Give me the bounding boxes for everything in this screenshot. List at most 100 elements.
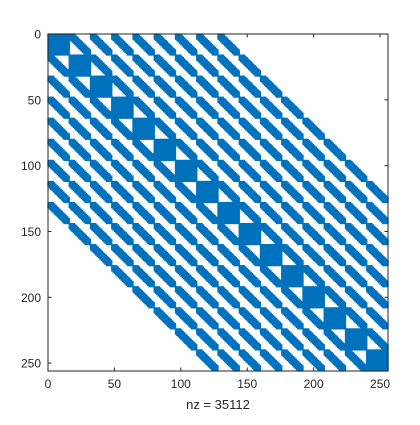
nonzero-run xyxy=(174,182,183,185)
nonzero-run xyxy=(281,269,313,272)
nonzero-run xyxy=(336,303,347,306)
nonzero-run xyxy=(52,190,64,193)
nonzero-run xyxy=(153,203,162,206)
nonzero-run xyxy=(184,46,195,50)
nonzero-run xyxy=(318,221,325,225)
nonzero-run xyxy=(58,153,69,156)
nonzero-run xyxy=(305,313,316,317)
nonzero-run xyxy=(201,105,212,109)
nonzero-run xyxy=(63,158,70,161)
nonzero-run xyxy=(196,54,203,57)
nonzero-run xyxy=(58,111,69,114)
nonzero-run xyxy=(368,250,380,254)
nonzero-run xyxy=(181,212,193,215)
nonzero-run xyxy=(123,70,134,73)
nonzero-run xyxy=(72,188,84,192)
nonzero-run xyxy=(262,124,274,127)
nonzero-run xyxy=(366,288,376,292)
nonzero-run xyxy=(73,211,85,214)
nonzero-run xyxy=(79,47,90,51)
nonzero-run xyxy=(245,254,256,258)
nonzero-run xyxy=(344,287,353,290)
nonzero-run xyxy=(196,204,206,208)
nonzero-run xyxy=(376,216,388,219)
nonzero-run xyxy=(212,242,219,246)
nonzero-run xyxy=(358,303,368,306)
nonzero-run xyxy=(84,242,92,246)
nonzero-run xyxy=(81,92,113,96)
nonzero-run xyxy=(92,145,104,148)
nonzero-run xyxy=(197,165,208,168)
nonzero-run xyxy=(238,184,250,188)
nonzero-run xyxy=(242,146,254,150)
nonzero-run xyxy=(242,104,254,108)
nonzero-run xyxy=(356,175,368,179)
nonzero-run xyxy=(205,278,216,281)
nonzero-run xyxy=(338,220,347,223)
nonzero-run xyxy=(250,280,262,284)
nonzero-run xyxy=(174,78,185,81)
nonzero-run xyxy=(259,350,268,354)
nonzero-run xyxy=(318,284,325,288)
nonzero-run xyxy=(92,250,104,254)
nonzero-run xyxy=(197,122,208,126)
nonzero-run xyxy=(303,143,315,147)
nonzero-run xyxy=(75,128,86,131)
nonzero-run xyxy=(229,175,240,179)
nonzero-run xyxy=(185,132,197,135)
x-tick-label: 200 xyxy=(304,377,324,391)
nonzero-run xyxy=(89,37,101,40)
nonzero-run xyxy=(160,170,171,173)
nonzero-run xyxy=(282,186,293,189)
nonzero-run xyxy=(188,261,198,264)
nonzero-run xyxy=(68,75,76,79)
nonzero-run xyxy=(174,225,185,229)
nonzero-run xyxy=(196,226,207,230)
nonzero-run xyxy=(359,199,368,202)
nonzero-run xyxy=(197,80,208,84)
nonzero-run xyxy=(294,345,304,348)
nonzero-run xyxy=(206,258,218,262)
nonzero-run xyxy=(294,324,304,327)
nonzero-run xyxy=(210,304,219,308)
nonzero-run xyxy=(222,316,234,319)
nonzero-run xyxy=(282,249,293,252)
nonzero-run xyxy=(302,297,325,301)
nonzero-run xyxy=(197,228,208,231)
nonzero-run xyxy=(287,338,299,342)
nonzero-run xyxy=(229,91,240,94)
nonzero-run xyxy=(209,92,219,96)
nonzero-run xyxy=(120,278,131,281)
nonzero-run xyxy=(196,225,206,229)
nonzero-run xyxy=(344,163,356,167)
nonzero-run xyxy=(303,207,315,210)
nonzero-run xyxy=(208,91,219,94)
nonzero-run xyxy=(101,175,113,179)
nonzero-run xyxy=(154,228,166,231)
nonzero-run xyxy=(239,122,251,126)
nonzero-run xyxy=(174,120,185,123)
nonzero-run xyxy=(177,271,189,275)
nonzero-run xyxy=(355,321,367,325)
nonzero-run xyxy=(228,68,239,72)
nonzero-run xyxy=(145,261,155,264)
nonzero-run xyxy=(210,136,219,139)
nonzero-run xyxy=(68,99,78,102)
nonzero-run xyxy=(311,341,323,344)
nonzero-run xyxy=(158,105,170,109)
nonzero-run xyxy=(217,215,240,218)
nonzero-run xyxy=(243,358,255,362)
nonzero-run xyxy=(161,192,173,196)
nonzero-run xyxy=(290,109,301,113)
nonzero-run xyxy=(141,172,153,176)
nonzero-run xyxy=(241,313,252,317)
nonzero-run xyxy=(338,178,347,181)
nonzero-run xyxy=(293,217,304,221)
nonzero-run xyxy=(210,367,219,371)
nonzero-run xyxy=(269,194,280,197)
nonzero-run xyxy=(73,126,85,130)
nonzero-run xyxy=(185,47,197,51)
nonzero-run xyxy=(58,68,69,72)
nonzero-run xyxy=(196,307,203,310)
nonzero-run xyxy=(259,203,268,206)
